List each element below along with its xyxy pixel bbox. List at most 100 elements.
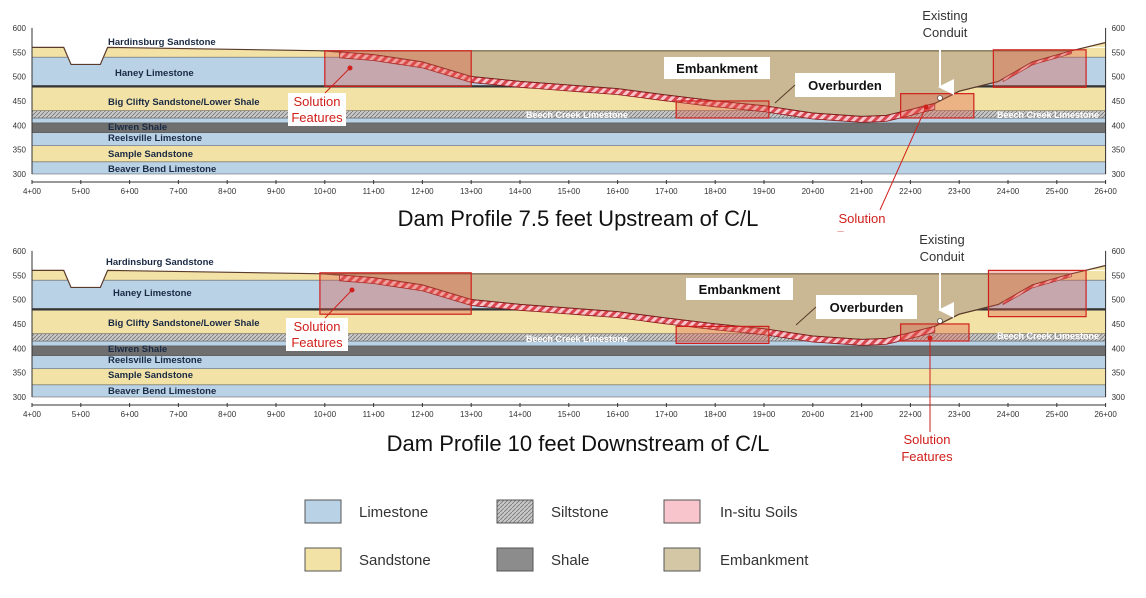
x-tick-label: 11+00 <box>363 187 385 196</box>
y-tick-label-right: 550 <box>1112 48 1126 57</box>
x-tick-label: 25+00 <box>1046 410 1069 419</box>
x-tick-label: 22+00 <box>899 410 922 419</box>
legend-swatch <box>496 547 534 572</box>
x-tick-label: 15+00 <box>558 410 581 419</box>
x-tick-label: 6+00 <box>121 410 140 419</box>
y-tick-label-left: 600 <box>13 247 27 256</box>
sample-sandstone-stratum <box>31 145 1106 163</box>
legend-swatch <box>496 499 534 524</box>
x-tick-label: 18+00 <box>704 410 727 419</box>
y-tick-label-left: 350 <box>13 146 27 155</box>
x-tick-label: 4+00 <box>23 410 42 419</box>
existing-conduit-label: Conduit <box>923 25 968 40</box>
overburden-insitu-soils <box>339 274 936 346</box>
legend-item: Embankment <box>663 547 809 572</box>
y-tick-label-right: 600 <box>1112 247 1126 256</box>
solution-features-label: Solution <box>294 94 341 109</box>
x-tick-label: 14+00 <box>509 187 532 196</box>
layer-label: Reelsville Limestone <box>108 355 202 366</box>
y-tick-label-left: 450 <box>13 320 27 329</box>
beech-creek-label: Beech Creek Limestone <box>526 334 628 344</box>
x-tick-label: 24+00 <box>997 410 1020 419</box>
x-tick-label: 13+00 <box>460 187 483 196</box>
x-tick-label: 9+00 <box>267 187 286 196</box>
legend-item: Shale <box>496 547 589 572</box>
legend-swatch <box>304 547 342 572</box>
x-tick-label: 17+00 <box>655 410 678 419</box>
sample-sandstone-stratum <box>31 368 1106 386</box>
x-tick-label: 25+00 <box>1046 187 1069 196</box>
x-tick-label: 8+00 <box>218 187 237 196</box>
profile-title: Dam Profile 7.5 feet Upstream of C/L <box>398 206 759 231</box>
solution-feature-box-1 <box>324 50 472 87</box>
overburden-label-box <box>816 295 917 319</box>
legend: Limestone Siltstone In-situ Soils Sandstone… <box>304 499 809 572</box>
y-tick-label-right: 550 <box>1112 271 1126 280</box>
embankment-label: Embankment <box>676 61 758 76</box>
y-tick-label-right: 300 <box>1112 170 1126 179</box>
solution-feature-box-1 <box>319 272 472 315</box>
x-tick-label: 10+00 <box>314 187 337 196</box>
legend-item: In-situ Soils <box>663 499 798 524</box>
y-tick-label-right: 400 <box>1112 344 1126 353</box>
legend-item: Siltstone <box>496 499 609 524</box>
y-tick-label-left: 350 <box>13 369 27 378</box>
y-tick-label-left: 550 <box>13 48 27 57</box>
y-tick-label-left: 500 <box>13 296 27 305</box>
x-tick-label: 26+00 <box>1094 187 1117 196</box>
overburden-leader <box>795 306 817 326</box>
y-tick-label-left: 400 <box>13 121 27 130</box>
solution-leader <box>324 289 353 319</box>
solution-label-box <box>286 318 348 351</box>
y-tick-label-left: 500 <box>13 73 27 82</box>
x-tick-label: 21+00 <box>850 187 873 196</box>
layer-label: Sample Sandstone <box>108 149 193 160</box>
conduit-marker <box>937 95 943 101</box>
x-tick-label: 15+00 <box>558 187 581 196</box>
legend-item: Sandstone <box>304 547 431 572</box>
solution-leader-dot <box>349 287 355 293</box>
solution-feature-box-4 <box>992 49 1087 88</box>
layer-label: Haney Limestone <box>113 288 192 299</box>
layer-label: Sample Sandstone <box>108 370 193 381</box>
x-tick-label: 11+00 <box>363 410 385 419</box>
layer-label: Elwren Shale <box>108 122 167 133</box>
legend-label: Embankment <box>720 552 809 569</box>
y-tick-label-left: 450 <box>13 97 27 106</box>
legend-label: Limestone <box>359 504 428 521</box>
x-tick-label: 7+00 <box>169 410 188 419</box>
layer-label: Hardinsburg Sandstone <box>106 257 214 268</box>
x-tick-label: 23+00 <box>948 410 971 419</box>
x-tick-label: 8+00 <box>218 410 237 419</box>
y-tick-label-right: 400 <box>1112 121 1126 130</box>
existing-conduit-label: Existing <box>922 8 968 23</box>
x-tick-label: 19+00 <box>753 187 776 196</box>
x-tick-label: 5+00 <box>72 410 91 419</box>
overburden-label: Overburden <box>830 300 904 315</box>
embankment-label-box <box>664 57 770 79</box>
elwren-shale-stratum <box>31 122 1106 133</box>
x-tick-label: 12+00 <box>411 410 434 419</box>
x-tick-label: 20+00 <box>802 187 825 196</box>
layer-label: Hardinsburg Sandstone <box>108 37 216 48</box>
solution-leader <box>879 106 927 211</box>
legend-label: In-situ Soils <box>720 504 798 521</box>
y-tick-label-right: 450 <box>1112 97 1126 106</box>
existing-conduit-label: Conduit <box>920 249 965 264</box>
legend-label: Siltstone <box>551 504 609 521</box>
solution-feature-box-4 <box>987 269 1087 318</box>
y-tick-label-left: 300 <box>13 170 27 179</box>
y-tick-label-left: 300 <box>13 393 27 402</box>
solution-feature-box-2 <box>675 325 770 345</box>
layer-label: Beaver Bend Limestone <box>108 164 216 175</box>
layer-label: Haney Limestone <box>115 68 194 79</box>
profile-title: Dam Profile 10 feet Downstream of C/L <box>387 431 770 456</box>
x-tick-label: 12+00 <box>411 187 434 196</box>
solution-leader-dot <box>347 65 353 71</box>
beech-creek-label: Beech Creek Limestone <box>526 110 628 120</box>
x-tick-label: 16+00 <box>606 187 629 196</box>
x-tick-label: 18+00 <box>704 187 727 196</box>
y-tick-label-right: 600 <box>1112 24 1126 33</box>
legend-swatch <box>663 547 701 572</box>
